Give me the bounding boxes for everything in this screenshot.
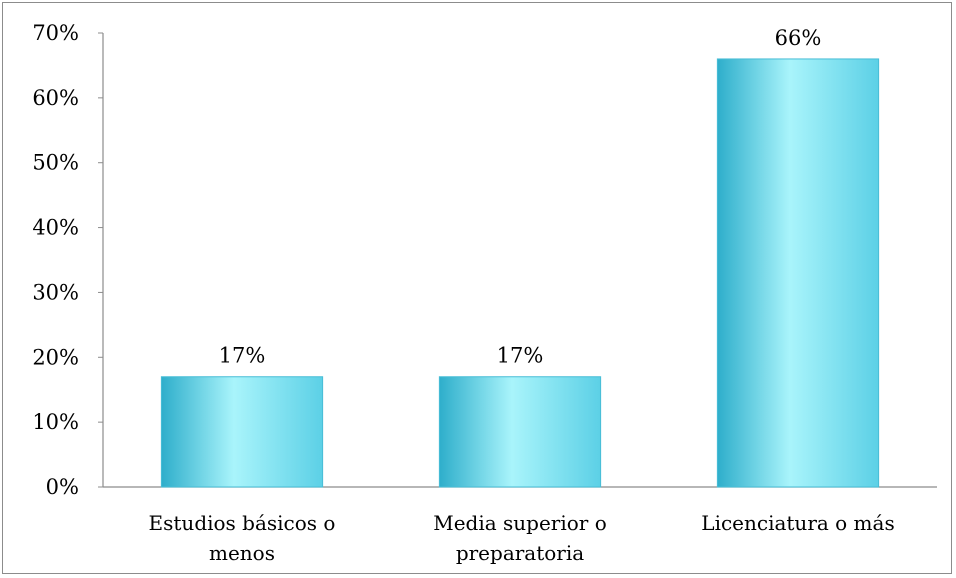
category-labels-group: Estudios básicos o menos Media superior o p… — [149, 511, 895, 565]
y-tick-label: 30% — [32, 280, 79, 304]
bar — [716, 58, 880, 488]
y-tick-label: 20% — [32, 345, 79, 369]
bar — [160, 376, 324, 488]
bar — [438, 376, 602, 488]
y-tick-label: 60% — [32, 86, 79, 110]
x-category-label: Media superior o — [433, 511, 607, 535]
y-tick-label: 70% — [32, 21, 79, 45]
x-category-label: menos — [209, 541, 275, 565]
y-tick-label: 0% — [46, 475, 79, 499]
bar-data-label: 17% — [497, 344, 544, 368]
bars-group — [160, 58, 880, 488]
y-tick-label: 10% — [32, 410, 79, 434]
y-axis-ticks: 0% 10% 20% 30% 40% 50% 60% 70% — [32, 21, 103, 499]
bar-chart: 0% 10% 20% 30% 40% 50% 60% 70% 17% 17% 66% Estudi… — [32, 21, 937, 565]
x-category-label: preparatoria — [456, 541, 584, 565]
bar-data-label: 66% — [775, 26, 822, 50]
y-tick-label: 40% — [32, 216, 79, 240]
y-tick-label: 50% — [32, 151, 79, 175]
data-labels-group: 17% 17% 66% — [219, 26, 822, 368]
bar-data-label: 17% — [219, 344, 266, 368]
x-category-label: Estudios básicos o — [149, 511, 336, 535]
x-category-label: Licenciatura o más — [701, 511, 894, 535]
